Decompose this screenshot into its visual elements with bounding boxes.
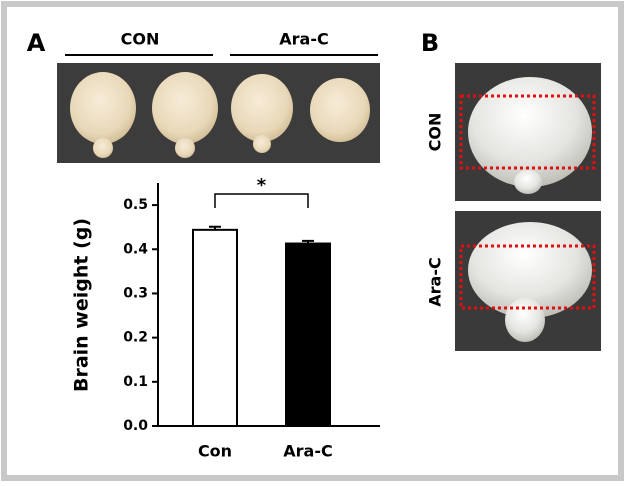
bar: [192, 228, 238, 427]
photo-label: CON: [426, 113, 445, 152]
group-label: Ara-C: [279, 30, 328, 49]
y-tick-label: 0.4: [123, 241, 148, 257]
x-tick-label: Con: [198, 442, 232, 461]
bar: [285, 242, 331, 427]
photo-label: Ara-C: [426, 257, 445, 306]
group-label: CON: [121, 30, 160, 49]
y-tick-label: 0.1: [123, 374, 148, 390]
significance-bracket: [214, 193, 309, 208]
y-axis-label: Brain weight (g): [71, 218, 93, 392]
significance-marker: *: [257, 175, 267, 196]
x-tick-label: Ara-C: [283, 442, 332, 461]
panel-label: B: [421, 29, 439, 57]
brain-photo: [455, 63, 601, 201]
y-tick-label: 0.3: [123, 285, 148, 301]
y-tick-label: 0.2: [123, 330, 148, 346]
y-tick-label: 0.0: [123, 418, 148, 434]
brain-photo: [455, 211, 601, 351]
panel-label: A: [27, 29, 46, 57]
brain-photo: [57, 63, 380, 163]
y-tick-label: 0.5: [123, 197, 148, 213]
